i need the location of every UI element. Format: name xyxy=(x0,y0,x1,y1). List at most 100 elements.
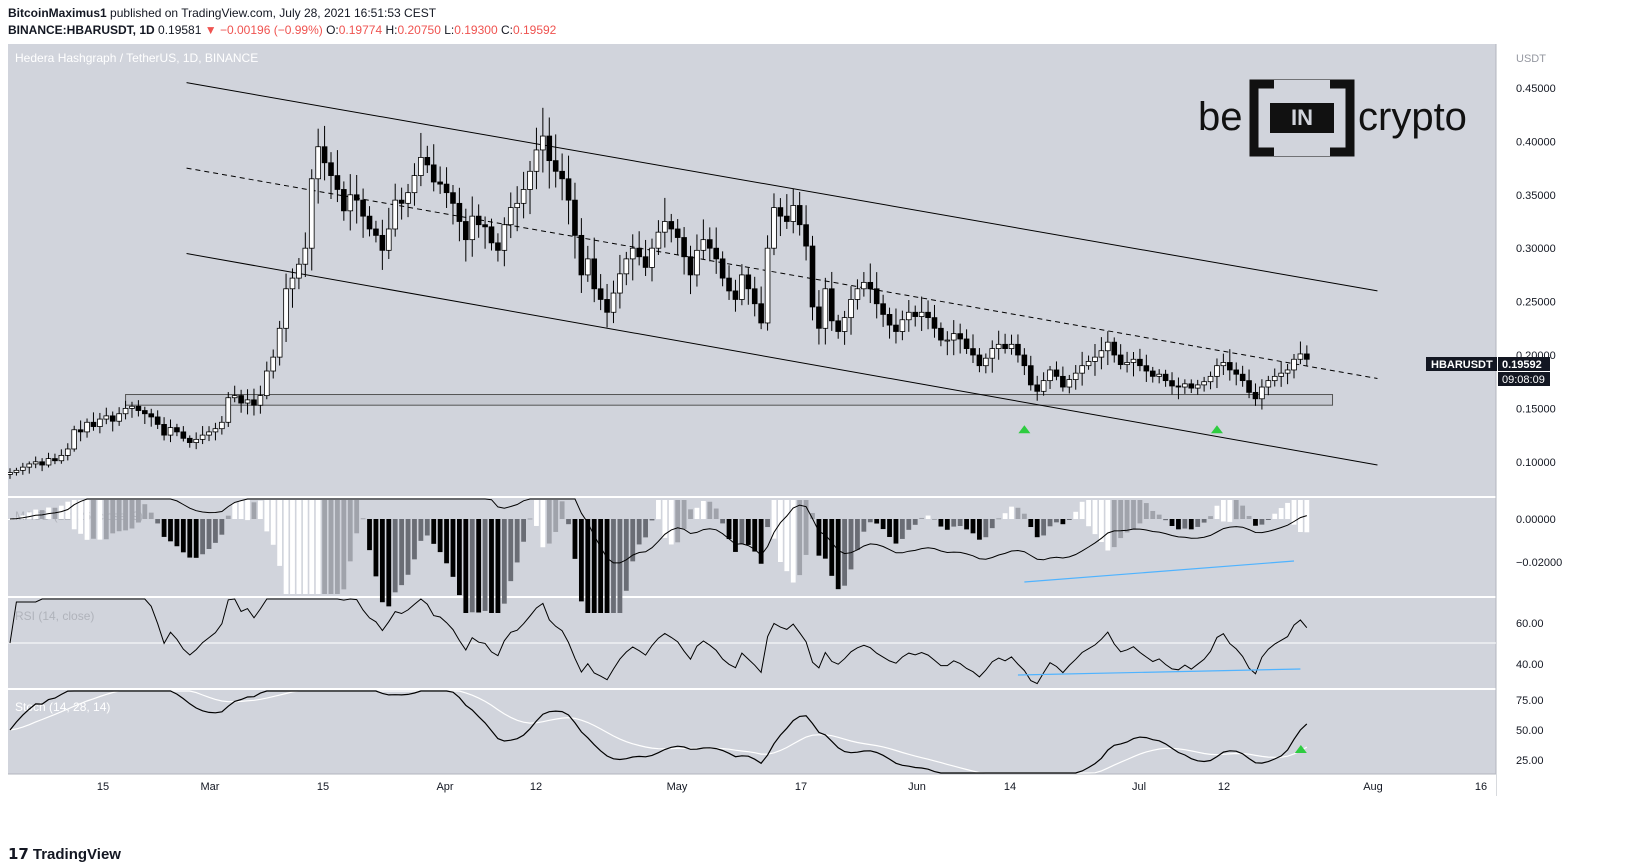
macd-histogram-bar xyxy=(745,519,751,545)
macd-histogram-bar xyxy=(700,500,706,519)
macd-histogram-bar xyxy=(129,500,135,529)
candle-body xyxy=(790,205,797,222)
macd-histogram-bar xyxy=(148,512,154,519)
price-pane[interactable] xyxy=(8,44,1496,496)
candle-body xyxy=(1015,343,1021,356)
stoch-tick-label: 75.00 xyxy=(1516,695,1544,707)
candle-body xyxy=(822,288,829,329)
macd-histogram-bar xyxy=(309,500,315,594)
candle-body xyxy=(270,356,277,372)
candle-body xyxy=(1194,384,1201,389)
last-price: 0.19581 xyxy=(158,23,202,37)
high-label: H: xyxy=(385,23,398,37)
macd-histogram-bar xyxy=(78,500,84,534)
price-axis[interactable] xyxy=(1496,44,1618,774)
macd-histogram-bar xyxy=(1201,519,1207,523)
candle-body xyxy=(39,461,45,466)
candle-body xyxy=(572,199,578,236)
macd-histogram-bar xyxy=(65,501,71,519)
candle-body xyxy=(777,207,784,217)
stoch-pane[interactable] xyxy=(8,690,1496,774)
macd-histogram-bar xyxy=(1092,500,1098,535)
macd-histogram-bar xyxy=(803,500,809,555)
macd-histogram-bar xyxy=(977,519,982,540)
macd-histogram-bar xyxy=(880,519,886,530)
macd-histogram-bar xyxy=(842,519,847,586)
candle-body xyxy=(321,146,328,164)
candle-body xyxy=(193,438,199,443)
candle-body xyxy=(1027,365,1034,386)
candle-body xyxy=(726,277,732,292)
candle-body xyxy=(527,170,533,190)
candle-body xyxy=(597,288,604,300)
author-name[interactable]: BitcoinMaximus1 xyxy=(8,6,107,20)
candle-body xyxy=(835,320,841,332)
macd-histogram-bar xyxy=(1079,501,1085,519)
macd-histogram-bar xyxy=(296,500,302,594)
candle-body xyxy=(475,215,482,226)
pair-title: Hedera Hashgraph / TetherUS, 1D, BINANCE xyxy=(15,51,258,65)
candle-body xyxy=(97,418,103,427)
published-text: published on TradingView.com, July 28, 2… xyxy=(110,6,437,20)
time-axis[interactable] xyxy=(8,774,1496,796)
candle-body xyxy=(122,407,129,415)
candle-body xyxy=(681,237,687,258)
macd-histogram-bar xyxy=(1099,500,1104,542)
time-tick-label: 12 xyxy=(1218,781,1230,793)
macd-histogram-bar xyxy=(1298,500,1303,533)
tradingview-footer[interactable]: 𝟭𝟳 TradingView xyxy=(8,845,121,864)
channel-lower-line xyxy=(186,253,1378,466)
support-marker-icon xyxy=(1210,425,1223,434)
candle-body xyxy=(219,421,225,430)
candle-body xyxy=(7,472,13,475)
chart-area[interactable]: Hedera Hashgraph / TetherUS, 1D, BINANCE… xyxy=(7,44,1618,841)
candle-body xyxy=(1111,341,1118,356)
macd-histogram-bar xyxy=(1169,519,1175,526)
candle-body xyxy=(495,242,501,251)
candle-body xyxy=(809,245,816,308)
macd-histogram-bar xyxy=(322,500,327,594)
macd-histogram-bar xyxy=(668,500,674,545)
candle-body xyxy=(1124,362,1130,366)
candle-body xyxy=(1182,383,1188,388)
macd-histogram-bar xyxy=(771,500,777,539)
macd-histogram-bar xyxy=(91,500,96,539)
macd-histogram-bar xyxy=(835,519,841,590)
macd-histogram-bar xyxy=(270,500,276,545)
macd-histogram-bar xyxy=(540,500,546,548)
candle-body xyxy=(456,202,463,222)
macd-histogram-bar xyxy=(630,519,636,562)
candle-body xyxy=(488,226,495,244)
macd-histogram-bar xyxy=(899,519,905,539)
candle-body xyxy=(880,303,886,315)
candle-body xyxy=(629,247,636,260)
price-chart[interactable]: Hedera Hashgraph / TetherUS, 1D, BINANCE… xyxy=(7,44,1618,836)
macd-histogram-bar xyxy=(20,515,26,519)
macd-histogram-bar xyxy=(1060,519,1066,525)
macd-histogram-bar xyxy=(733,519,738,552)
candle-body xyxy=(861,281,867,290)
macd-histogram-bar xyxy=(688,509,693,519)
candle-body xyxy=(751,288,758,305)
macd-histogram-bar xyxy=(1054,519,1059,523)
macd-histogram-bar xyxy=(810,512,815,519)
macd-histogram-bar xyxy=(161,519,167,537)
macd-histogram-bar xyxy=(103,500,109,540)
macd-histogram-bar xyxy=(1150,510,1156,519)
macd-histogram-bar xyxy=(681,500,687,529)
macd-histogram-bar xyxy=(546,500,552,544)
macd-histogram-bar xyxy=(1291,500,1297,525)
macd-histogram-bar xyxy=(1034,519,1040,538)
macd-pane[interactable] xyxy=(8,498,1496,596)
candle-body xyxy=(1053,369,1060,377)
candle-body xyxy=(1297,353,1304,360)
macd-histogram-bar xyxy=(1002,513,1008,519)
macd-histogram-bar xyxy=(232,503,238,519)
candle-body xyxy=(283,288,289,329)
candle-body xyxy=(1220,362,1227,367)
time-tick-label: 15 xyxy=(97,781,109,793)
macd-histogram-bar xyxy=(283,500,289,594)
macd-histogram-bar xyxy=(514,519,520,563)
candle-body xyxy=(26,463,33,468)
macd-histogram-bar xyxy=(957,519,963,527)
